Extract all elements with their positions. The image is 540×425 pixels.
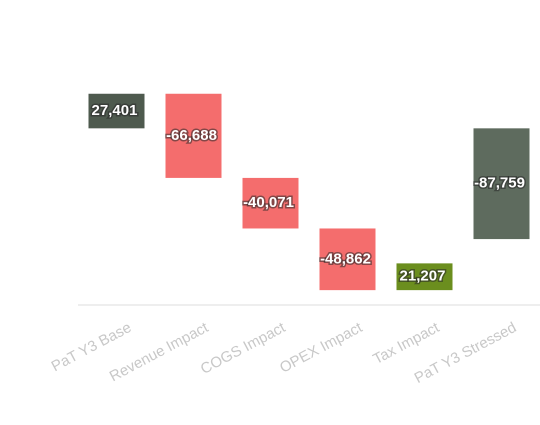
bar — [165, 93, 222, 178]
data-label: -66,688 — [166, 127, 217, 144]
data-label: -87,759 — [474, 175, 525, 192]
data-label: -40,071 — [243, 194, 294, 211]
x-tick-label: COGS Impact — [198, 319, 289, 378]
data-label: -48,862 — [320, 250, 371, 267]
x-tick-label: OPEX Impact — [277, 319, 366, 377]
bar — [319, 228, 376, 291]
data-label: 21,207 — [400, 268, 446, 285]
data-label: 27,401 — [92, 102, 138, 119]
bar — [396, 263, 453, 291]
bar — [473, 128, 530, 240]
bar — [88, 93, 145, 129]
bar — [242, 177, 299, 229]
